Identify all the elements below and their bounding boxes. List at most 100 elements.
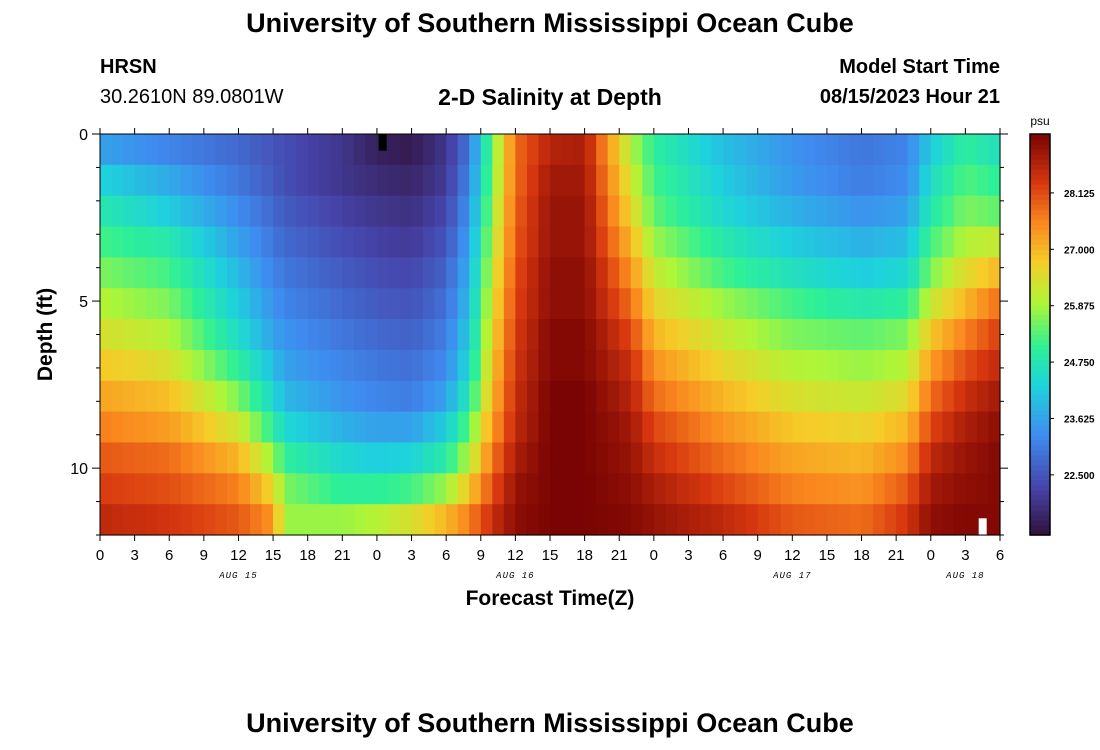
- colorbar-tick-label: 22.500: [1064, 471, 1095, 482]
- heatmap-cell: [134, 288, 147, 320]
- heatmap-cell: [226, 195, 240, 228]
- heatmap-cell: [653, 380, 666, 413]
- heatmap-cell: [376, 411, 390, 444]
- heatmap-cell: [423, 473, 436, 505]
- heatmap-cell: [550, 134, 563, 166]
- heatmap-cell: [861, 319, 874, 351]
- heatmap-cell: [561, 257, 574, 289]
- heatmap-cell: [215, 349, 228, 382]
- heatmap-cell: [884, 411, 897, 444]
- heatmap-cell: [930, 134, 943, 166]
- heatmap-cell: [584, 195, 597, 228]
- heatmap-cell: [238, 380, 251, 413]
- colorbar-segment: [1030, 199, 1050, 205]
- heatmap-cell: [365, 442, 378, 474]
- heatmap-cell: [330, 380, 343, 413]
- heatmap-cell: [550, 349, 563, 382]
- heatmap-cell: [815, 442, 828, 474]
- heatmap-cell: [146, 380, 159, 413]
- heatmap-cell: [273, 134, 286, 166]
- heatmap-cell: [134, 195, 147, 228]
- heatmap-cell: [861, 442, 874, 474]
- heatmap-cell: [815, 164, 828, 197]
- heatmap-cell: [896, 319, 909, 351]
- heatmap-cell: [780, 473, 793, 505]
- heatmap-cell: [238, 411, 251, 444]
- heatmap-cell: [780, 226, 793, 258]
- heatmap-cell: [619, 380, 632, 413]
- heatmap-cell: [261, 319, 274, 351]
- heatmap-cell: [284, 442, 297, 474]
- heatmap-cell: [861, 164, 874, 197]
- heatmap-cell: [907, 442, 920, 474]
- heatmap-cell: [930, 319, 943, 351]
- heatmap-cell: [469, 411, 482, 444]
- heatmap-cell: [665, 164, 678, 197]
- heatmap-cell: [953, 380, 966, 413]
- heatmap-cell: [757, 411, 770, 444]
- heatmap-cell: [480, 226, 493, 258]
- heatmap-cell: [861, 411, 874, 444]
- heatmap-cell: [469, 288, 482, 320]
- heatmap-cell: [526, 411, 540, 444]
- heatmap-cell: [803, 380, 816, 413]
- heatmap-cell: [330, 349, 343, 382]
- heatmap-cell: [226, 164, 240, 197]
- colorbar-segment: [1030, 239, 1050, 245]
- heatmap-cell: [942, 319, 955, 351]
- heatmap-cell: [503, 164, 516, 197]
- colorbar-segment: [1030, 274, 1050, 280]
- heatmap-cell: [296, 257, 309, 289]
- heatmap-cell: [665, 349, 678, 382]
- colorbar-segment: [1030, 134, 1050, 140]
- heatmap-cell: [976, 349, 990, 382]
- colorbar-segment: [1030, 329, 1050, 336]
- heatmap-cell: [723, 134, 736, 166]
- heatmap-cell: [273, 319, 286, 351]
- heatmap-cell: [446, 442, 459, 474]
- heatmap-cell: [976, 226, 990, 258]
- heatmap-cell: [792, 380, 805, 413]
- heatmap-cell: [757, 195, 770, 228]
- heatmap-cell: [226, 442, 240, 474]
- heatmap-cell: [215, 257, 228, 289]
- heatmap-cell: [769, 164, 782, 197]
- colorbar-segment: [1030, 499, 1050, 506]
- heatmap-cell: [526, 134, 540, 166]
- heatmap-cell: [250, 473, 263, 505]
- heatmap-cell: [515, 319, 528, 351]
- heatmap-cell: [965, 288, 978, 320]
- heatmap-cell: [757, 319, 770, 351]
- heatmap-cell: [700, 380, 713, 413]
- heatmap-cell: [653, 319, 666, 351]
- x-tick-label: 21: [611, 547, 628, 564]
- heatmap-cell: [342, 288, 355, 320]
- heatmap-cell: [480, 195, 493, 228]
- heatmap-cell: [769, 319, 782, 351]
- heatmap-cell: [319, 380, 332, 413]
- heatmap-cell: [238, 226, 251, 258]
- heatmap-cell: [169, 473, 182, 505]
- heatmap-cell: [803, 442, 816, 474]
- heatmap-cell: [573, 411, 586, 444]
- heatmap-cell: [284, 504, 297, 536]
- heatmap-cell: [953, 164, 966, 197]
- heatmap-cell: [561, 288, 574, 320]
- heatmap-cell: [388, 164, 401, 197]
- heatmap-cell: [469, 319, 482, 351]
- heatmap-cell: [203, 442, 216, 474]
- heatmap-cell: [342, 226, 355, 258]
- heatmap-cell: [861, 380, 874, 413]
- colorbar-segment: [1030, 514, 1050, 521]
- heatmap-cell: [815, 288, 828, 320]
- heatmap-cell: [665, 473, 678, 505]
- heatmap-cell: [700, 288, 713, 320]
- heatmap-cell: [573, 349, 586, 382]
- heatmap-cell: [319, 442, 332, 474]
- heatmap-cell: [469, 473, 482, 505]
- heatmap-cell: [123, 164, 136, 197]
- heatmap-cell: [515, 504, 528, 536]
- heatmap-cell: [850, 319, 863, 351]
- heatmap-cell: [676, 257, 690, 289]
- heatmap-cell: [261, 504, 274, 536]
